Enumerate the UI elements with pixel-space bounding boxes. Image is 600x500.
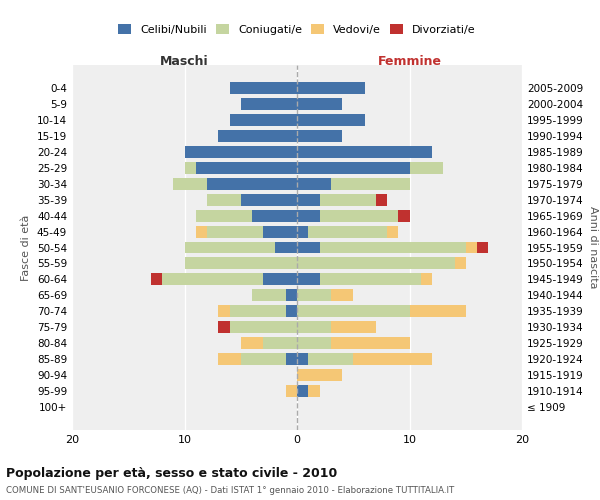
Bar: [297, 178, 331, 190]
Bar: [286, 386, 297, 398]
Bar: [252, 290, 286, 302]
Bar: [387, 226, 398, 237]
Bar: [331, 338, 409, 349]
Bar: [185, 258, 297, 270]
Legend: Celibi/Nubili, Coniugati/e, Vedovi/e, Divorziati/e: Celibi/Nubili, Coniugati/e, Vedovi/e, Di…: [114, 20, 480, 39]
Bar: [207, 194, 241, 205]
Bar: [218, 354, 241, 366]
Bar: [297, 82, 365, 94]
Bar: [409, 306, 466, 318]
Bar: [297, 386, 308, 398]
Bar: [455, 258, 466, 270]
Bar: [421, 274, 432, 285]
Bar: [286, 290, 297, 302]
Bar: [331, 178, 409, 190]
Bar: [297, 146, 432, 158]
Bar: [218, 322, 229, 334]
Bar: [320, 242, 466, 254]
Text: COMUNE DI SANT'EUSANIO FORCONESE (AQ) - Dati ISTAT 1° gennaio 2010 - Elaborazion: COMUNE DI SANT'EUSANIO FORCONESE (AQ) - …: [6, 486, 454, 495]
Bar: [331, 290, 353, 302]
Y-axis label: Anni di nascita: Anni di nascita: [587, 206, 598, 289]
Text: Popolazione per età, sesso e stato civile - 2010: Popolazione per età, sesso e stato civil…: [6, 468, 337, 480]
Bar: [376, 194, 387, 205]
Bar: [297, 370, 342, 382]
Bar: [196, 162, 297, 173]
Bar: [308, 354, 353, 366]
Bar: [297, 130, 342, 141]
Bar: [196, 226, 207, 237]
Bar: [409, 162, 443, 173]
Bar: [229, 114, 297, 126]
Bar: [297, 322, 331, 334]
Bar: [162, 274, 263, 285]
Bar: [229, 82, 297, 94]
Bar: [398, 210, 409, 222]
Bar: [297, 114, 365, 126]
Bar: [185, 146, 297, 158]
Bar: [297, 338, 331, 349]
Bar: [241, 354, 286, 366]
Bar: [241, 194, 297, 205]
Bar: [331, 322, 376, 334]
Bar: [218, 306, 229, 318]
Bar: [320, 274, 421, 285]
Bar: [308, 386, 320, 398]
Bar: [297, 194, 320, 205]
Bar: [466, 242, 477, 254]
Bar: [275, 242, 297, 254]
Bar: [297, 226, 308, 237]
Text: Maschi: Maschi: [160, 56, 209, 68]
Bar: [151, 274, 162, 285]
Bar: [252, 210, 297, 222]
Bar: [229, 306, 286, 318]
Bar: [207, 178, 297, 190]
Bar: [297, 210, 320, 222]
Bar: [263, 274, 297, 285]
Bar: [297, 242, 320, 254]
Bar: [229, 322, 297, 334]
Bar: [173, 178, 207, 190]
Bar: [297, 258, 455, 270]
Y-axis label: Fasce di età: Fasce di età: [22, 214, 31, 280]
Bar: [286, 354, 297, 366]
Bar: [263, 338, 297, 349]
Bar: [185, 242, 275, 254]
Bar: [207, 226, 263, 237]
Bar: [263, 226, 297, 237]
Bar: [241, 338, 263, 349]
Bar: [308, 226, 387, 237]
Bar: [477, 242, 488, 254]
Bar: [297, 290, 331, 302]
Bar: [297, 98, 342, 110]
Bar: [297, 354, 308, 366]
Bar: [241, 98, 297, 110]
Bar: [218, 130, 297, 141]
Bar: [185, 162, 196, 173]
Text: Femmine: Femmine: [377, 56, 442, 68]
Bar: [320, 194, 376, 205]
Bar: [286, 306, 297, 318]
Bar: [320, 210, 398, 222]
Bar: [196, 210, 252, 222]
Bar: [353, 354, 432, 366]
Bar: [297, 274, 320, 285]
Bar: [297, 306, 409, 318]
Bar: [297, 162, 409, 173]
